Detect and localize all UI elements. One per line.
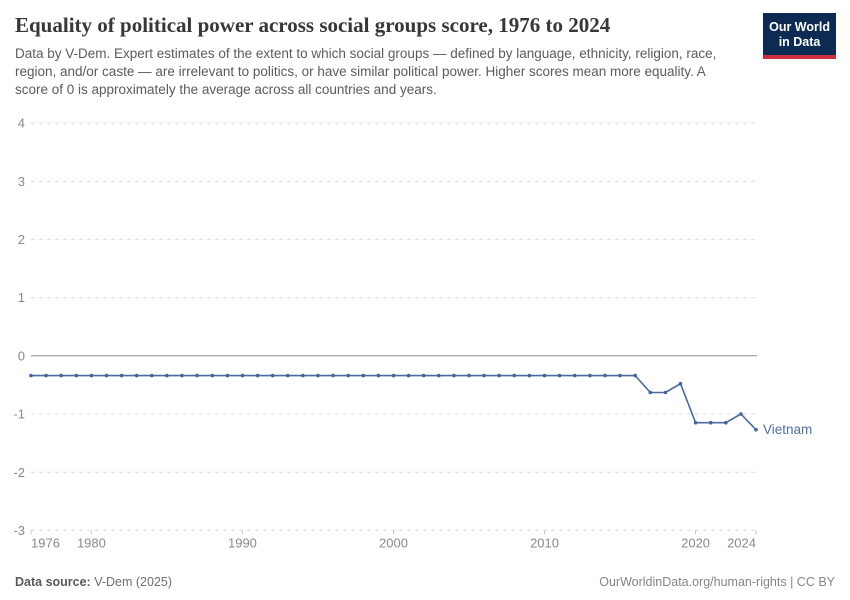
- data-point: [376, 373, 381, 378]
- data-point: [270, 373, 275, 378]
- data-point: [693, 420, 698, 425]
- data-point: [225, 373, 230, 378]
- data-point: [708, 420, 713, 425]
- data-point: [406, 373, 411, 378]
- data-point: [421, 373, 426, 378]
- y-tick-label: 3: [18, 174, 25, 189]
- data-point: [119, 373, 124, 378]
- chart-subtitle: Data by V-Dem. Expert estimates of the e…: [15, 46, 717, 98]
- x-tick-label: 1976: [31, 535, 60, 550]
- chart-title: Equality of political power across socia…: [15, 13, 611, 37]
- data-point: [134, 373, 139, 378]
- data-point: [165, 373, 169, 378]
- owid-logo[interactable]: Our World in Data: [763, 13, 836, 59]
- data-point: [648, 390, 653, 395]
- data-point: [29, 373, 33, 378]
- data-point: [44, 373, 48, 378]
- data-point: [724, 420, 728, 425]
- data-point: [286, 373, 290, 378]
- footer-link[interactable]: OurWorldinData.org/human-rights | CC BY: [599, 575, 835, 589]
- data-point: [240, 373, 245, 378]
- data-point: [150, 373, 154, 378]
- data-point: [180, 373, 184, 378]
- y-tick-label: -1: [13, 407, 25, 422]
- series-line: [31, 374, 757, 431]
- data-point: [497, 373, 502, 378]
- data-point: [512, 373, 517, 378]
- data-point: [255, 373, 260, 378]
- series-label: Vietnam: [763, 422, 812, 437]
- data-point: [542, 373, 547, 378]
- data-point: [739, 412, 743, 416]
- data-source-label: Data source:: [15, 575, 91, 589]
- data-point: [210, 373, 215, 378]
- chart-header: Equality of political power across socia…: [15, 13, 836, 99]
- data-point: [618, 373, 622, 378]
- x-tick-label: 1990: [228, 535, 257, 550]
- owid-logo-line1: Our World: [769, 20, 830, 34]
- data-point: [588, 373, 592, 378]
- data-point: [754, 427, 758, 432]
- y-tick-label: 2: [18, 232, 25, 247]
- data-point: [316, 373, 320, 378]
- y-tick-label: -2: [13, 465, 25, 480]
- data-point: [633, 373, 637, 378]
- data-point: [74, 373, 79, 378]
- y-tick-label: 4: [18, 116, 25, 131]
- x-tick-label: 1980: [77, 535, 106, 550]
- x-tick-label: 2010: [530, 535, 559, 550]
- data-point: [437, 373, 441, 378]
- data-point: [331, 373, 335, 378]
- x-tick-label: 2024: [727, 535, 756, 550]
- data-point: [301, 373, 305, 378]
- data-point: [89, 373, 94, 378]
- data-point: [195, 373, 199, 378]
- data-point: [452, 373, 456, 378]
- data-source: Data source: V-Dem (2025): [15, 575, 172, 589]
- y-tick-label: 1: [18, 290, 25, 305]
- data-point: [603, 373, 607, 378]
- data-point: [482, 373, 486, 378]
- data-point: [391, 373, 396, 378]
- data-point: [346, 373, 351, 378]
- data-point: [104, 373, 109, 378]
- data-source-value: V-Dem (2025): [90, 575, 173, 589]
- owid-logo-line2: in Data: [778, 34, 821, 49]
- data-point: [557, 373, 562, 378]
- data-point: [573, 373, 577, 378]
- x-tick-label: 2000: [379, 535, 408, 550]
- chart-footer: Data source: V-Dem (2025) OurWorldinData…: [15, 575, 835, 589]
- data-point: [467, 373, 471, 378]
- y-tick-label: 0: [18, 348, 25, 363]
- data-point: [527, 373, 532, 378]
- data-point: [663, 390, 668, 395]
- data-point: [59, 373, 63, 378]
- y-tick-label: -3: [13, 523, 25, 538]
- data-point: [678, 381, 683, 386]
- plot-svg: 4 3 2 1 0 -1 -2 -3 1976 1980 1990 2000 2010 2020 2024 V…: [13, 116, 812, 551]
- data-point: [361, 373, 366, 378]
- x-tick-label: 2020: [681, 535, 710, 550]
